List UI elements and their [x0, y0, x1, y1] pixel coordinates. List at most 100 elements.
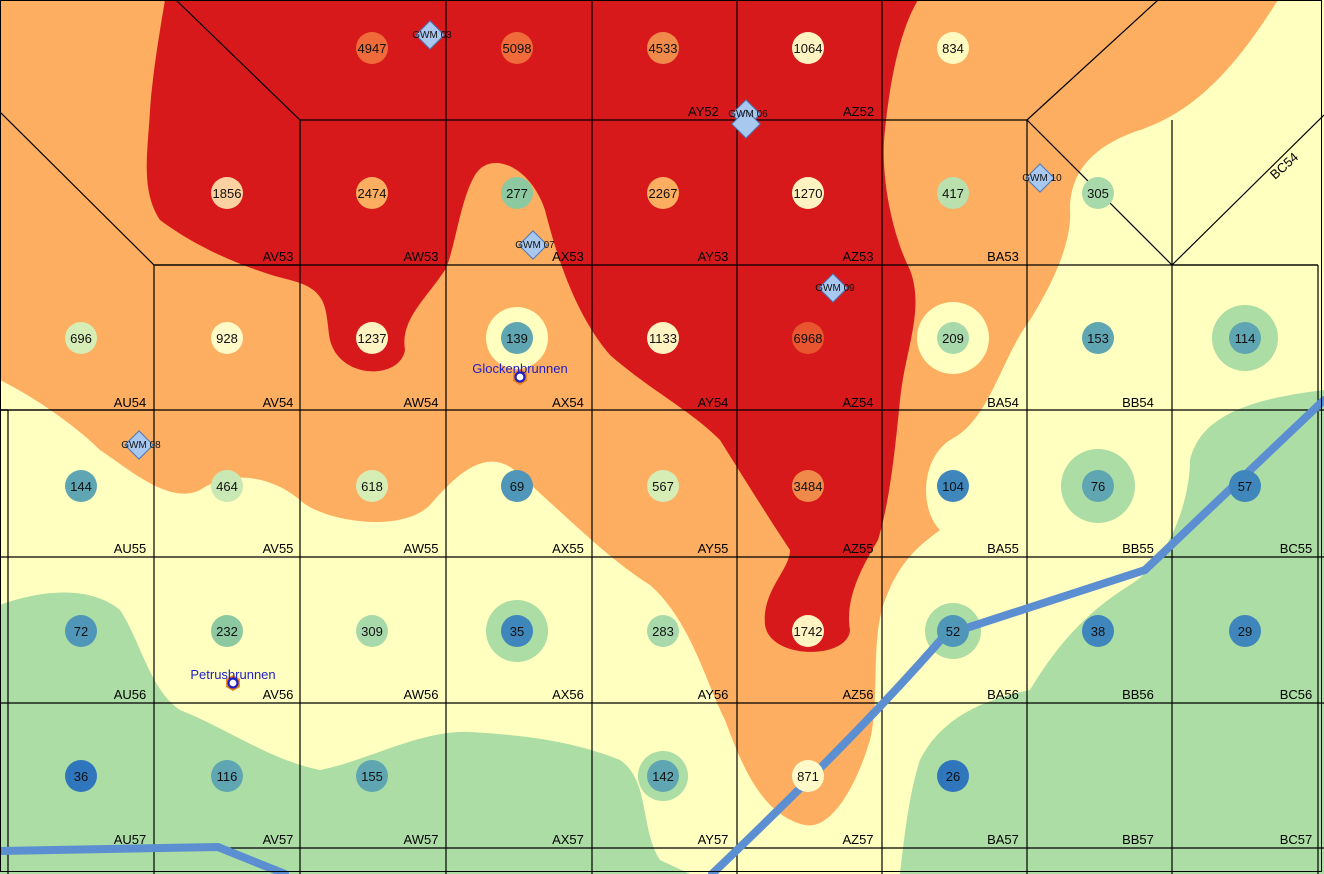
- springs-layer: Glockenbrunnen Petrusbrunnen: [190, 361, 568, 691]
- measurement-value: 209: [942, 331, 964, 346]
- measurement-point[interactable]: [647, 615, 679, 647]
- cell-label: AU57: [114, 832, 147, 847]
- measurement-point[interactable]: [501, 177, 533, 209]
- cell-label: AY55: [698, 541, 729, 556]
- measurement-point[interactable]: [792, 470, 824, 502]
- measurement-value: 3484: [794, 479, 823, 494]
- measurement-point[interactable]: [792, 32, 824, 64]
- measurement-point[interactable]: [211, 470, 243, 502]
- measurement-point[interactable]: [65, 322, 97, 354]
- measurement-point[interactable]: [792, 760, 824, 792]
- cell-label: BA53: [987, 249, 1019, 264]
- measurement-point[interactable]: [1229, 470, 1261, 502]
- measurement-point[interactable]: [501, 470, 533, 502]
- measurement-value: 464: [216, 479, 238, 494]
- measurement-point[interactable]: [937, 615, 969, 647]
- well-marker-icon[interactable]: [415, 20, 445, 50]
- measurement-value: 6968: [794, 331, 823, 346]
- cell-label: AX55: [552, 541, 584, 556]
- measurement-point[interactable]: [211, 322, 243, 354]
- measurement-value: 104: [942, 479, 964, 494]
- measurement-point[interactable]: [792, 322, 824, 354]
- cell-label: AW57: [404, 832, 439, 847]
- measurement-point[interactable]: [356, 615, 388, 647]
- measurement-point[interactable]: [1082, 470, 1114, 502]
- measurement-value: 116: [217, 769, 238, 784]
- measurement-point[interactable]: [501, 322, 533, 354]
- cell-label: BB54: [1122, 395, 1154, 410]
- measurement-point[interactable]: [647, 32, 679, 64]
- measurement-point[interactable]: [1082, 615, 1114, 647]
- cell-label: AZ52: [843, 104, 874, 119]
- measurement-point[interactable]: [647, 470, 679, 502]
- cell-label: AV54: [263, 395, 294, 410]
- cell-label: BC55: [1280, 541, 1313, 556]
- measurement-point[interactable]: [501, 615, 533, 647]
- river: [0, 842, 289, 874]
- measurement-value: 2474: [358, 186, 387, 201]
- measurement-value: 29: [1238, 624, 1252, 639]
- measurement-value: 114: [1235, 331, 1256, 346]
- measurement-point[interactable]: [356, 177, 388, 209]
- measurement-point[interactable]: [211, 615, 243, 647]
- cell-labels: AV53 AW53 AX53 AY53 AZ53 BA53 AU54 AV54 AW54 AX54…: [114, 249, 1313, 847]
- cell-label: AU54: [114, 395, 147, 410]
- well-marker-icon: [731, 109, 761, 139]
- measurement-value: 305: [1087, 186, 1109, 201]
- measurement-value: 309: [361, 624, 383, 639]
- measurement-value: 1237: [358, 331, 387, 346]
- measurement-point[interactable]: [1229, 322, 1261, 354]
- measurement-value: 417: [942, 186, 964, 201]
- measurement-point[interactable]: [356, 32, 388, 64]
- measurement-point[interactable]: [937, 760, 969, 792]
- well-marker-icon[interactable]: [518, 230, 548, 260]
- zone-class-4: [0, 592, 690, 874]
- cell-label: AU56: [114, 687, 147, 702]
- cell-label: BB57: [1122, 832, 1154, 847]
- measurement-value: 155: [361, 769, 383, 784]
- measurement-point[interactable]: [937, 470, 969, 502]
- measurement-point[interactable]: [65, 615, 97, 647]
- measurement-point[interactable]: [1082, 322, 1114, 354]
- measurement-value: 57: [1238, 479, 1252, 494]
- measurement-point[interactable]: [501, 32, 533, 64]
- cell-label: AX54: [552, 395, 584, 410]
- wells-layer: GWM 03 GWM 06 GWM 07 GWM 09 GWM 10 GWM 08: [121, 20, 1062, 460]
- cell-label: BB56: [1122, 687, 1154, 702]
- measurement-value: 38: [1091, 624, 1105, 639]
- measurement-value: 76: [1091, 479, 1105, 494]
- cell-label: AZ56: [842, 687, 873, 702]
- measurement-point[interactable]: [211, 177, 243, 209]
- measurement-value: 696: [70, 331, 92, 346]
- measurement-value: 277: [506, 186, 528, 201]
- measurement-point[interactable]: [937, 322, 969, 354]
- measurement-point[interactable]: [211, 760, 243, 792]
- spring-label: Petrusbrunnen: [190, 667, 275, 682]
- measurement-point[interactable]: [356, 322, 388, 354]
- measurement-point[interactable]: [792, 615, 824, 647]
- measurement-point[interactable]: [356, 470, 388, 502]
- measurement-point[interactable]: [647, 322, 679, 354]
- measurement-point[interactable]: [356, 760, 388, 792]
- measurement-point[interactable]: [647, 177, 679, 209]
- measurement-point[interactable]: [65, 470, 97, 502]
- measurement-point[interactable]: [937, 177, 969, 209]
- well-marker-icon[interactable]: [818, 273, 848, 303]
- well-marker-icon[interactable]: [124, 430, 154, 460]
- measurement-point[interactable]: [937, 32, 969, 64]
- measurement-point[interactable]: [65, 760, 97, 792]
- measurement-point[interactable]: [1229, 615, 1261, 647]
- cell-label: AV57: [263, 832, 294, 847]
- measurement-point[interactable]: [792, 177, 824, 209]
- measurement-point[interactable]: [647, 760, 679, 792]
- measurement-value: 1064: [794, 41, 823, 56]
- measurement-value: 232: [216, 624, 238, 639]
- measurement-value: 153: [1087, 331, 1109, 346]
- cell-label: AW53: [404, 249, 439, 264]
- spring-label: Glockenbrunnen: [472, 361, 567, 376]
- well-marker-icon[interactable]: [1025, 163, 1055, 193]
- measurement-point[interactable]: [1082, 177, 1114, 209]
